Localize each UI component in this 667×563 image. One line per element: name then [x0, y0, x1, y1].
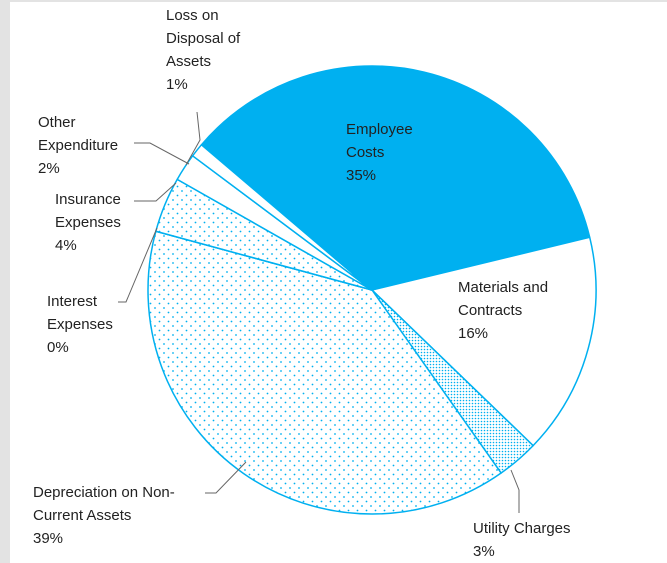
- slice-label: Utility Charges 3%: [473, 520, 571, 560]
- leader-line: [205, 461, 247, 494]
- leader-line: [510, 469, 520, 513]
- slice-label: Interest Expenses 0%: [47, 293, 113, 356]
- slice-label: Depreciation on Non-Current Assets 39%: [33, 484, 175, 547]
- slice-label: Loss on Disposal of Assets 1%: [166, 7, 241, 93]
- slice: [371, 236, 597, 447]
- slice-label: Insurance Expenses 4%: [55, 191, 121, 254]
- leader-lines: [118, 111, 520, 513]
- slice-label: Other Expenditure 2%: [38, 114, 119, 177]
- leader-line: [185, 111, 201, 166]
- slice: [191, 144, 373, 291]
- leader-line: [118, 227, 158, 303]
- slice: [200, 65, 591, 291]
- slices: [147, 65, 597, 515]
- slice-label: Employee Costs 35%: [346, 121, 413, 184]
- leader-line: [134, 142, 190, 165]
- leader-line: [134, 182, 177, 202]
- slice: [147, 230, 502, 515]
- slice-label: Materials and Contracts 16%: [458, 279, 549, 342]
